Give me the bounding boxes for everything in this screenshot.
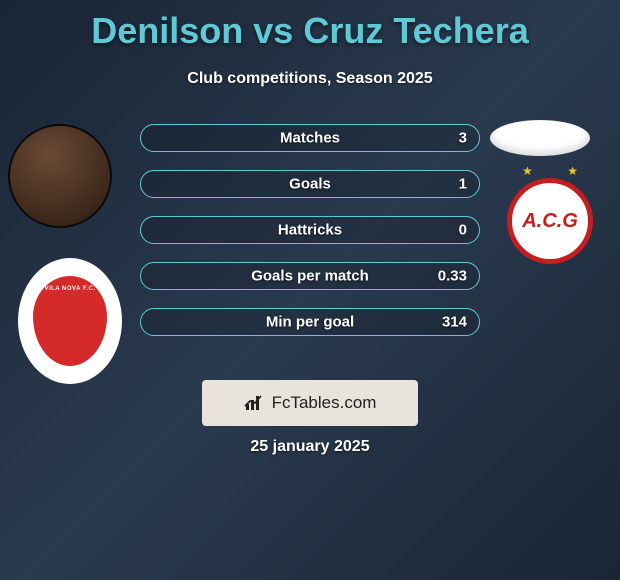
player-left-avatar [8, 124, 112, 228]
stat-value: 1 [459, 176, 467, 193]
star-icon: ★ [567, 164, 578, 178]
shield-icon: VILA NOVA F.C. [33, 276, 107, 366]
stat-label: Min per goal [266, 314, 354, 331]
club-right-label: A.C.G [522, 210, 578, 233]
stat-value: 314 [442, 314, 467, 331]
stat-row: Hattricks 0 [140, 216, 480, 244]
footer-prefix: Fc [272, 393, 291, 412]
page-subtitle: Club competitions, Season 2025 [0, 70, 620, 88]
stat-label: Goals [289, 176, 331, 193]
stat-row: Matches 3 [140, 124, 480, 152]
club-left-label: VILA NOVA F.C. [44, 286, 95, 292]
chart-icon [244, 394, 266, 412]
stat-label: Hattricks [278, 222, 342, 239]
stat-value: 3 [459, 130, 467, 147]
stat-label: Matches [280, 130, 340, 147]
circle-badge-icon: A.C.G [507, 178, 593, 264]
stat-value: 0.33 [438, 268, 467, 285]
star-icon: ★ [522, 164, 533, 178]
page-title: Denilson vs Cruz Techera [0, 0, 620, 52]
stats-container: Matches 3 Goals 1 Hattricks 0 Goals per … [140, 124, 480, 354]
stat-row: Goals per match 0.33 [140, 262, 480, 290]
stat-label: Goals per match [251, 268, 369, 285]
stat-value: 0 [459, 222, 467, 239]
club-right-badge: ★ ★ A.C.G [500, 178, 600, 264]
footer-attribution: FcTables.com [202, 380, 418, 426]
stat-row: Min per goal 314 [140, 308, 480, 336]
footer-suffix: Tables.com [290, 393, 376, 412]
footer-date: 25 january 2025 [0, 438, 620, 456]
player-right-avatar [490, 120, 590, 156]
footer-site-text: FcTables.com [272, 393, 377, 413]
club-left-badge: VILA NOVA F.C. [18, 258, 122, 384]
stat-row: Goals 1 [140, 170, 480, 198]
